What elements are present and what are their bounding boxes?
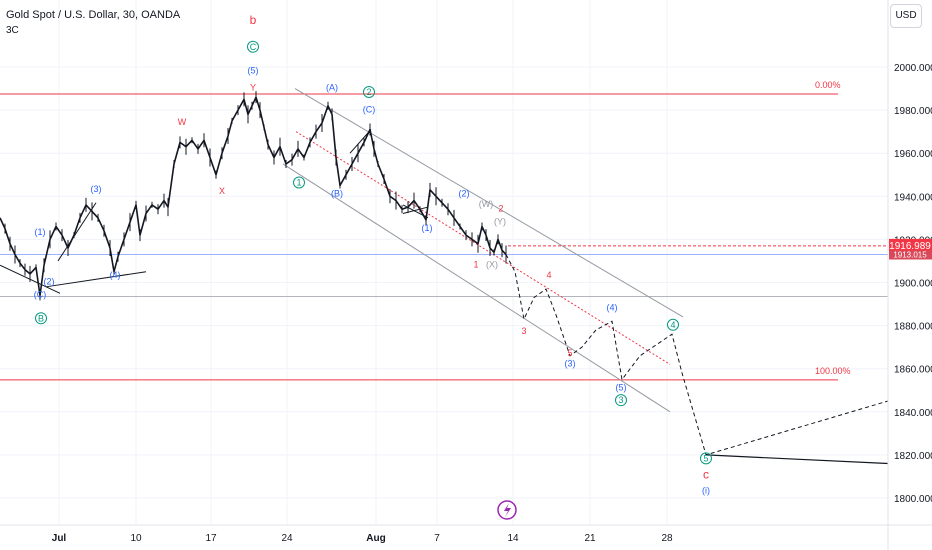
y-tick-label: 1980.000 [894, 106, 932, 117]
y-tick-label: 1960.000 [894, 149, 932, 160]
time-axis: Jul 10 17 24 Aug 7 14 21 28 [52, 533, 673, 544]
last-price-badge-text: 1916.989 [889, 241, 931, 252]
target-support-line [705, 454, 889, 465]
fib-level-label: 100.00% [815, 366, 851, 376]
wave-circle [35, 312, 47, 325]
current-price-badge [889, 250, 932, 260]
channel-midline [295, 131, 671, 365]
wave-label: 5 [567, 348, 572, 358]
wave-circle [363, 86, 375, 99]
wave-labels: b C (5) Y W X (3) (1) (2) (C) B (4) (A) 2 (C) 1 (B) (1) (2… [34, 13, 712, 496]
wave-label: (4) [110, 270, 121, 280]
y-tick-label: 2000.000 [894, 63, 932, 74]
y-tick-label: 1900.000 [894, 279, 932, 290]
wave-label: (C) [363, 104, 376, 114]
wave-label: C [250, 42, 257, 52]
trendline-upper [57, 202, 97, 262]
x-tick-label: Aug [366, 533, 385, 544]
x-tick-label: 21 [584, 533, 596, 544]
horizontal-levels: 0.00% 100.00% [0, 80, 888, 381]
wave-label: 3 [521, 326, 526, 336]
wave-label: (3) [91, 184, 102, 194]
projected-path [505, 254, 889, 456]
fib-level-label: 0.00% [815, 80, 841, 90]
wave-label: (A) [326, 83, 338, 93]
wave-label: (Y) [494, 216, 506, 226]
last-price-badge [889, 238, 932, 252]
currency-button[interactable]: USD [890, 4, 922, 28]
x-tick-label: Jul [52, 533, 67, 544]
x-tick-label: 10 [130, 533, 142, 544]
wave-label: 3 [618, 395, 623, 405]
wave-label: Y [250, 83, 256, 93]
symbol-title: Gold Spot / U.S. Dollar, 30, OANDA [6, 9, 181, 21]
trendline-support [45, 271, 147, 288]
y-tick-label: 1820.000 [894, 451, 932, 462]
lightning-icon [504, 503, 511, 517]
wave-circle [247, 40, 259, 53]
wave-label: (2) [459, 188, 470, 198]
wave-label: (W) [479, 199, 494, 209]
channel-lines [0, 88, 889, 465]
price-series [0, 91, 507, 301]
wave-label: W [178, 117, 187, 127]
wave-label: 1 [296, 178, 301, 188]
x-tick-label: 24 [281, 533, 293, 544]
wave-label: (C) [34, 290, 47, 300]
grid [0, 0, 888, 525]
current-price-badge-text: 1913.015 [893, 250, 927, 259]
wave-label: 4 [670, 320, 675, 330]
channel-lower [282, 163, 671, 413]
wave-circle [293, 176, 305, 189]
x-tick-label: 28 [661, 533, 673, 544]
wave-label: 2 [498, 203, 503, 213]
y-tick-label: 1800.000 [894, 494, 932, 505]
y-tick-label: 1840.000 [894, 408, 932, 419]
x-tick-label: 14 [507, 533, 519, 544]
wave-label: (i) [702, 486, 710, 496]
wave-label: c [703, 468, 709, 482]
x-tick-label: 17 [205, 533, 217, 544]
wave-label: (X) [486, 259, 498, 269]
indicator-label: 3C [6, 25, 19, 36]
channel-upper [294, 88, 684, 318]
wave-label: (2) [44, 277, 55, 287]
y-tick-label: 1940.000 [894, 192, 932, 203]
wave-label: (1) [35, 227, 46, 237]
y-tick-label: 1880.000 [894, 322, 932, 333]
wave-label: (1) [422, 223, 433, 233]
wave-label: (4) [607, 303, 618, 313]
projection-path [505, 254, 889, 456]
wave-label: 4 [546, 270, 551, 280]
wave-label: 5 [703, 453, 708, 463]
wave-label: 1 [473, 259, 478, 269]
wave-label: X [219, 186, 225, 196]
wave-circle [667, 318, 679, 331]
y-tick-label: 1860.000 [894, 365, 932, 376]
wave-label: 2 [366, 87, 371, 97]
wave-label: B [38, 313, 44, 323]
wave-circle [615, 394, 627, 407]
x-tick-label: 7 [434, 533, 440, 544]
triangle-bottom [402, 206, 429, 215]
wave-circle [700, 452, 712, 465]
wave-label: (3) [565, 359, 576, 369]
wave-label: (5) [248, 65, 259, 75]
wave-label: (B) [331, 188, 343, 198]
wave-label: b [250, 13, 257, 27]
event-marker [497, 500, 517, 520]
wave-label: (5) [616, 382, 627, 392]
